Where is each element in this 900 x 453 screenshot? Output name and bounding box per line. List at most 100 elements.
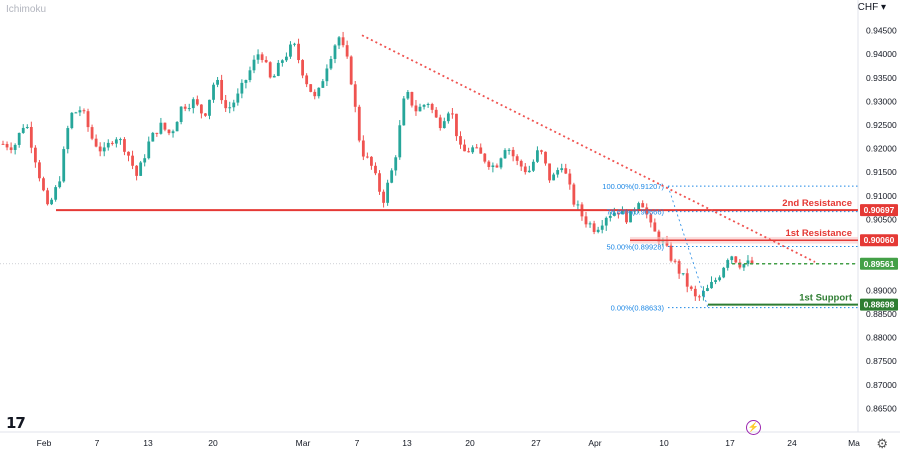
candle-body bbox=[204, 113, 207, 116]
candle-body bbox=[349, 56, 353, 85]
candle-body bbox=[127, 151, 130, 156]
candle-body bbox=[9, 147, 13, 150]
currency-selector[interactable]: CHF ▾ bbox=[857, 2, 886, 13]
candle-body bbox=[78, 110, 82, 113]
candle-body bbox=[106, 142, 110, 148]
x-tick-label: 10 bbox=[659, 438, 669, 448]
candle-body bbox=[446, 113, 450, 122]
candle-body bbox=[353, 84, 357, 107]
candle-body bbox=[552, 174, 556, 181]
candle-body bbox=[260, 54, 264, 60]
candle-body bbox=[313, 91, 317, 97]
price-tag bbox=[860, 298, 898, 311]
candle-body bbox=[317, 87, 321, 97]
candle-body bbox=[560, 168, 564, 171]
candle-body bbox=[285, 56, 288, 61]
candle-body bbox=[280, 60, 284, 63]
candle-body bbox=[216, 79, 219, 85]
candle-body bbox=[406, 91, 410, 99]
candle-body bbox=[293, 43, 296, 45]
candle-body bbox=[341, 37, 345, 46]
candle-body bbox=[722, 267, 726, 278]
candle-body bbox=[147, 141, 151, 159]
candle-body bbox=[596, 229, 600, 232]
fib-trend-line bbox=[667, 185, 709, 308]
x-tick-label: 20 bbox=[465, 438, 475, 448]
candle-body bbox=[742, 264, 746, 268]
candle-body bbox=[507, 149, 511, 151]
candle-body bbox=[402, 98, 406, 126]
candle-body bbox=[163, 122, 167, 130]
candle-body bbox=[357, 106, 361, 141]
candle-body bbox=[629, 211, 632, 223]
candle-body bbox=[697, 296, 701, 298]
candle-body bbox=[503, 150, 507, 159]
price-tag-label: 0.89561 bbox=[864, 259, 895, 269]
candle-body bbox=[195, 99, 199, 105]
candle-body bbox=[548, 163, 551, 181]
candle-body bbox=[110, 142, 114, 144]
candle-body bbox=[693, 288, 697, 297]
candle-body bbox=[438, 117, 442, 129]
candle-body bbox=[301, 60, 304, 76]
y-tick-label: 0.94500 bbox=[866, 26, 897, 36]
candle-body bbox=[398, 125, 402, 158]
candle-body bbox=[637, 203, 641, 211]
fib-label: 100.00%(0.91207) bbox=[602, 182, 664, 191]
candle-body bbox=[451, 113, 454, 115]
x-tick-label: 13 bbox=[402, 438, 412, 448]
candle-body bbox=[13, 144, 17, 150]
candle-body bbox=[479, 147, 483, 154]
candle-body bbox=[228, 107, 232, 109]
x-tick-label: Apr bbox=[588, 438, 601, 448]
candle-body bbox=[592, 223, 596, 232]
candle-body bbox=[264, 59, 268, 63]
price-tag-label: 0.88698 bbox=[864, 300, 895, 310]
candle-body bbox=[38, 162, 41, 179]
candle-body bbox=[523, 166, 527, 173]
candle-body bbox=[475, 147, 479, 149]
candle-body bbox=[483, 153, 487, 162]
candle-body bbox=[187, 108, 191, 110]
indicator-label: Ichimoku bbox=[6, 4, 47, 15]
candle-body bbox=[86, 111, 90, 128]
candle-body bbox=[159, 122, 163, 134]
candle-body bbox=[621, 210, 624, 215]
candle-body bbox=[531, 161, 535, 171]
lightning-icon[interactable]: ⚡ bbox=[746, 420, 761, 435]
x-tick-label: 20 bbox=[208, 438, 218, 448]
x-tick-label: Mar bbox=[296, 438, 311, 448]
y-tick-label: 0.90500 bbox=[866, 214, 897, 224]
candle-body bbox=[564, 168, 568, 174]
candle-body bbox=[248, 70, 252, 81]
candle-body bbox=[333, 45, 337, 59]
candle-body bbox=[556, 170, 560, 175]
candle-body bbox=[734, 256, 738, 263]
candle-body bbox=[657, 231, 661, 243]
candle-body bbox=[685, 273, 689, 287]
candle-body bbox=[414, 105, 418, 112]
candle-body bbox=[171, 131, 175, 134]
y-tick-label: 0.93500 bbox=[866, 73, 897, 83]
candle-body bbox=[208, 99, 211, 116]
candle-body bbox=[527, 170, 531, 173]
candle-body bbox=[370, 156, 373, 166]
candle-body bbox=[131, 155, 134, 166]
x-tick-label: 17 bbox=[725, 438, 735, 448]
candle-body bbox=[588, 223, 592, 225]
candle-body bbox=[374, 165, 377, 174]
candle-body bbox=[224, 100, 228, 109]
candle-body bbox=[155, 132, 159, 134]
x-tick-label: Ma bbox=[848, 438, 860, 448]
gear-icon[interactable]: ⚙ bbox=[876, 436, 888, 451]
candle-body bbox=[669, 245, 673, 261]
candle-body bbox=[422, 104, 426, 107]
candle-body bbox=[430, 104, 434, 110]
support-1-label: 1st Support bbox=[799, 293, 853, 304]
candle-body bbox=[66, 128, 70, 150]
candle-body bbox=[487, 161, 491, 168]
x-tick-label: 13 bbox=[143, 438, 153, 448]
candle-body bbox=[677, 261, 681, 274]
